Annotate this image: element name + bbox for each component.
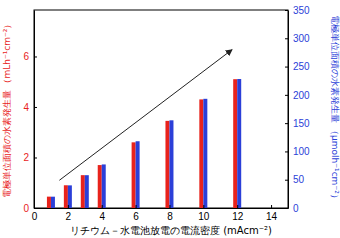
x-tick-mark bbox=[271, 205, 272, 208]
x-tick: 10 bbox=[198, 205, 210, 222]
y2-tick: 350 bbox=[285, 5, 310, 16]
y2-tick-mark bbox=[285, 208, 288, 209]
y2-tick-mark bbox=[285, 67, 288, 68]
y2-tick: 150 bbox=[285, 118, 310, 129]
bar bbox=[169, 120, 173, 208]
y2-tick-label: 50 bbox=[293, 174, 305, 185]
y2-tick-mark bbox=[285, 38, 288, 39]
y2-tick: 300 bbox=[285, 33, 310, 44]
y2-tick: 200 bbox=[285, 90, 310, 101]
x-tick: 12 bbox=[232, 205, 244, 222]
bar bbox=[136, 141, 140, 208]
chart: 0 2 4 6 8 10 12 14 0 2 4 6 0 50 100 150 200 250 300 350 リチウム… bbox=[0, 0, 340, 238]
x-tick-mark bbox=[102, 205, 103, 208]
x-tick-mark bbox=[136, 205, 137, 208]
x-tick: 6 bbox=[133, 205, 139, 222]
y2-axis: 0 50 100 150 200 250 300 350 bbox=[285, 5, 310, 214]
y-axis: 0 2 4 6 bbox=[23, 11, 37, 214]
x-tick-mark bbox=[237, 205, 238, 208]
y-tick-label: 0 bbox=[23, 203, 29, 214]
bar bbox=[98, 165, 102, 208]
x-tick: 8 bbox=[167, 205, 173, 222]
x-tick: 14 bbox=[266, 205, 278, 222]
bar bbox=[237, 79, 241, 208]
x-axis: 0 2 4 6 8 10 12 14 bbox=[32, 205, 289, 222]
y-tick-mark bbox=[34, 107, 37, 108]
x-tick-mark bbox=[169, 205, 170, 208]
y-axis-line bbox=[34, 11, 35, 209]
y-tick-mark bbox=[34, 208, 37, 209]
y-tick-label: 2 bbox=[23, 152, 29, 163]
trend-arrow bbox=[59, 50, 232, 181]
x-tick-label: 8 bbox=[167, 211, 173, 222]
x-tick-mark bbox=[203, 205, 204, 208]
x-axis-line bbox=[35, 208, 289, 209]
x-tick-label: 2 bbox=[66, 211, 72, 222]
x-tick-label: 6 bbox=[133, 211, 139, 222]
x-tick-label: 14 bbox=[266, 211, 278, 222]
y2-tick-label: 100 bbox=[293, 146, 310, 157]
y-tick: 4 bbox=[23, 102, 37, 113]
y2-tick-mark bbox=[285, 10, 288, 11]
y2-tick-label: 200 bbox=[293, 90, 310, 101]
x-tick-label: 4 bbox=[99, 211, 105, 222]
x-tick-label: 0 bbox=[32, 211, 38, 222]
y-tick-label: 6 bbox=[23, 51, 29, 62]
plot: 0 2 4 6 8 10 12 14 0 2 4 6 0 50 100 150 200 250 300 350 bbox=[23, 5, 310, 222]
bar bbox=[51, 197, 55, 208]
y-tick: 6 bbox=[23, 51, 37, 62]
y2-tick-mark bbox=[285, 151, 288, 152]
x-tick-label: 10 bbox=[198, 211, 210, 222]
y-tick: 0 bbox=[23, 203, 37, 214]
bar bbox=[85, 175, 89, 208]
y2-tick: 50 bbox=[285, 174, 305, 185]
y2-tick-mark bbox=[285, 95, 288, 96]
y2-tick-label: 350 bbox=[293, 5, 310, 16]
plot-frame bbox=[34, 10, 288, 208]
bar bbox=[81, 175, 85, 208]
y2-tick-mark bbox=[285, 123, 288, 124]
bar bbox=[199, 99, 203, 208]
x-tick: 2 bbox=[66, 205, 72, 222]
y-tick: 2 bbox=[23, 152, 37, 163]
y-tick-mark bbox=[34, 56, 37, 57]
y2-axis-title: 電極単位面積の水素発生量 （μmolh⁻¹cm⁻²） bbox=[330, 15, 340, 203]
y2-tick: 100 bbox=[285, 146, 310, 157]
bars bbox=[47, 79, 241, 208]
y2-axis-line bbox=[288, 11, 289, 209]
y2-tick: 250 bbox=[285, 61, 310, 72]
bar bbox=[203, 99, 207, 208]
y-tick-label: 4 bbox=[23, 102, 29, 113]
x-axis-title: リチウム－水電池放電の電流密度 (mAcm⁻²) bbox=[70, 225, 272, 236]
bar bbox=[47, 197, 51, 208]
y2-tick: 0 bbox=[285, 203, 299, 214]
y-tick-mark bbox=[34, 157, 37, 158]
bar bbox=[233, 79, 237, 208]
y2-tick-label: 300 bbox=[293, 33, 310, 44]
bar bbox=[64, 185, 68, 208]
y-axis-title: 電極単位面積の水素発生量 （mLh⁻¹cm⁻²） bbox=[2, 20, 12, 199]
y2-tick-label: 150 bbox=[293, 118, 310, 129]
x-tick-label: 12 bbox=[232, 211, 244, 222]
x-tick-mark bbox=[68, 205, 69, 208]
y2-tick-label: 250 bbox=[293, 61, 310, 72]
y2-tick-mark bbox=[285, 180, 288, 181]
y2-tick-label: 0 bbox=[293, 203, 299, 214]
bar bbox=[102, 164, 106, 208]
bar bbox=[68, 185, 72, 208]
bar bbox=[132, 142, 136, 208]
x-tick: 4 bbox=[99, 205, 105, 222]
bar bbox=[165, 121, 169, 208]
